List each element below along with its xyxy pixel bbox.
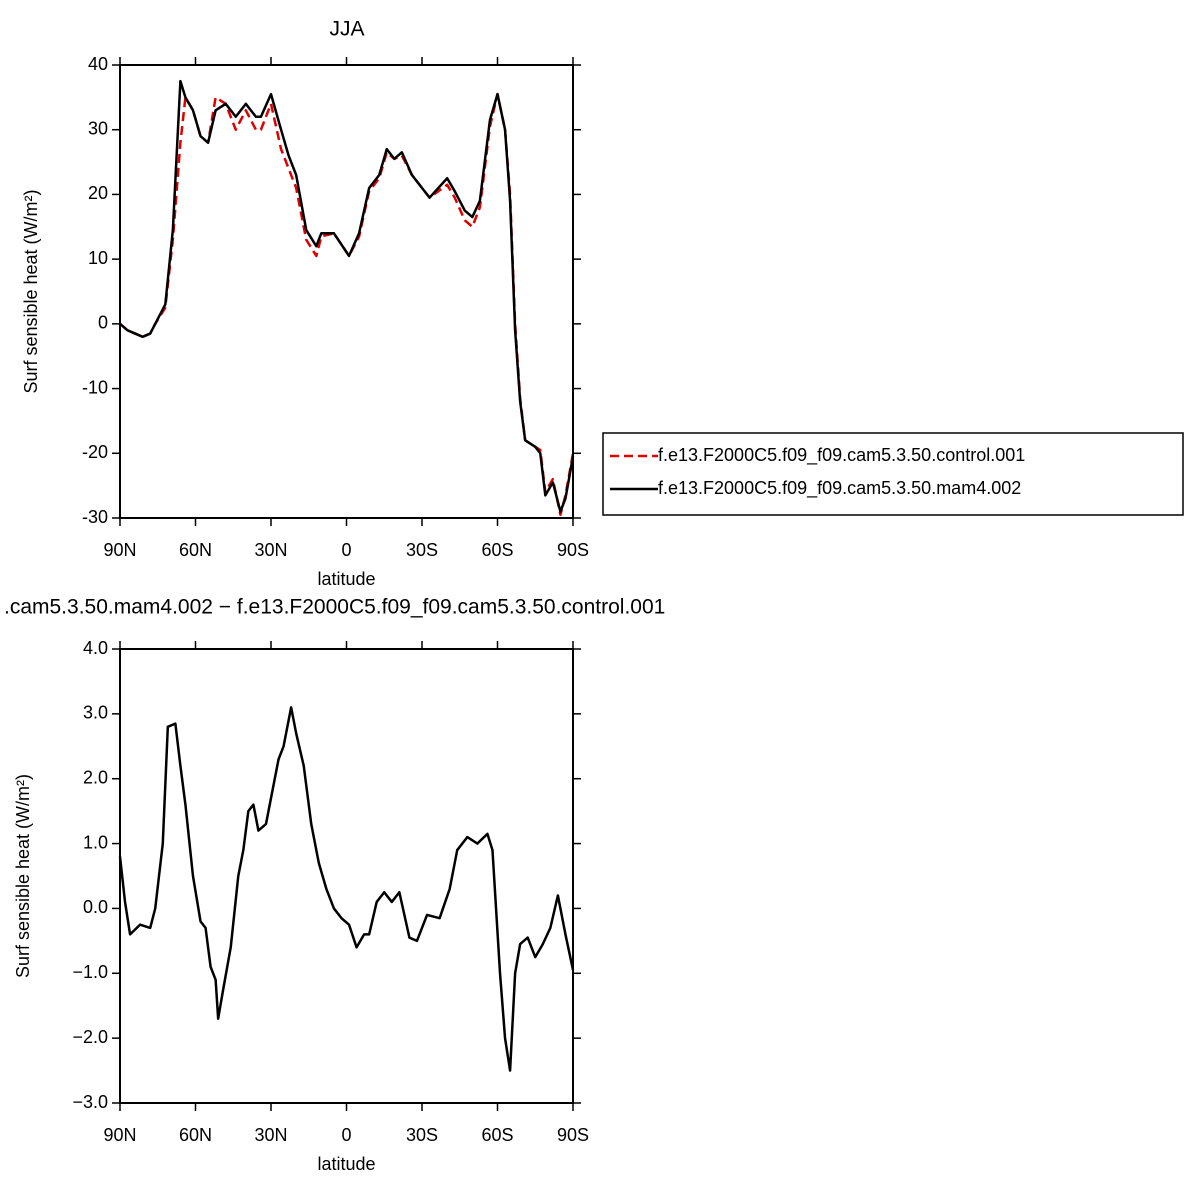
x-tick-label: 90S: [557, 1125, 589, 1145]
y-axis-label: Surf sensible heat (W/m²): [21, 189, 41, 393]
x-tick-label: 30S: [406, 1125, 438, 1145]
data-line: [119, 92, 575, 517]
x-tick-label: 0: [341, 1125, 351, 1145]
y-tick-label: -30: [82, 507, 108, 527]
x-tick-label: 60N: [179, 1125, 212, 1145]
y-tick-label: −2.0: [72, 1027, 108, 1047]
y-tick-label: −3.0: [72, 1092, 108, 1112]
legend-label: f.e13.F2000C5.f09_f09.cam5.3.50.control.…: [658, 445, 1025, 466]
x-tick-label: 60S: [481, 540, 513, 560]
x-tick-label: 90S: [557, 540, 589, 560]
plot-frame: [119, 64, 574, 519]
plot-frame: [119, 648, 574, 1104]
y-tick-label: 3.0: [83, 703, 108, 723]
x-tick-label: 30N: [254, 540, 287, 560]
y-tick-label: 10: [88, 248, 108, 268]
y-tick-label: 0.0: [83, 897, 108, 917]
y-tick-label: −1.0: [72, 962, 108, 982]
x-tick-label: 90N: [103, 1125, 136, 1145]
y-axis-label: Surf sensible heat (W/m²): [13, 774, 33, 978]
x-tick-label: 30N: [254, 1125, 287, 1145]
y-tick-label: 0: [98, 313, 108, 333]
legend-label: f.e13.F2000C5.f09_f09.cam5.3.50.mam4.002: [658, 478, 1021, 499]
legend-box: [602, 432, 1184, 516]
x-tick-label: 30S: [406, 540, 438, 560]
y-tick-label: 2.0: [83, 767, 108, 787]
data-line: [119, 79, 575, 513]
x-tick-label: 0: [341, 540, 351, 560]
y-tick-label: -20: [82, 442, 108, 462]
chart-title: .cam5.3.50.mam4.002 − f.e13.F2000C5.f09_…: [4, 596, 665, 619]
y-tick-label: 4.0: [83, 638, 108, 658]
y-tick-label: 30: [88, 118, 108, 138]
x-tick-label: 60N: [179, 540, 212, 560]
x-tick-label: 90N: [103, 540, 136, 560]
y-tick-label: 20: [88, 183, 108, 203]
y-tick-label: 40: [88, 54, 108, 74]
x-axis-label: latitude: [317, 1154, 375, 1174]
data-line: [118, 706, 575, 1072]
chart-title: JJA: [329, 18, 364, 41]
x-tick-label: 60S: [481, 1125, 513, 1145]
y-tick-label: 1.0: [83, 832, 108, 852]
y-tick-label: -10: [82, 377, 108, 397]
x-axis-label: latitude: [317, 569, 375, 589]
